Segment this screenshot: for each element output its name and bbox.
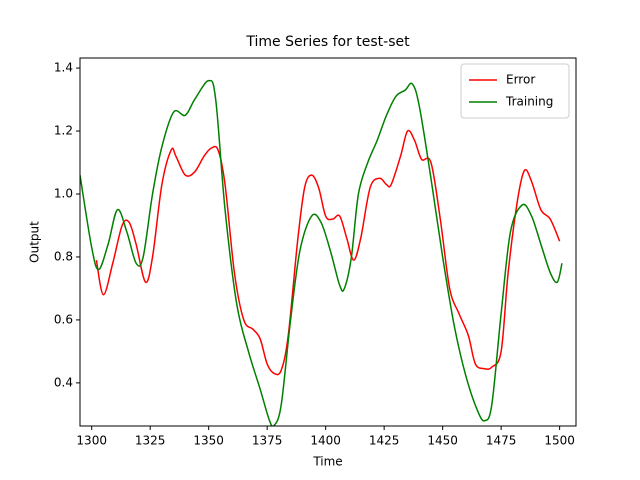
x-tick-label: 1350 <box>193 434 224 448</box>
line-series <box>95 129 561 376</box>
y-tick-label: 1.4 <box>54 61 73 75</box>
x-tick-label: 1325 <box>135 434 166 448</box>
x-tick-label: 1300 <box>76 434 107 448</box>
chart-title: Time Series for test-set <box>245 34 410 50</box>
legend-label: Training <box>505 95 553 109</box>
line-series <box>80 79 563 426</box>
plot-frame <box>79 57 577 427</box>
y-tick-label: 1.0 <box>54 186 73 200</box>
legend-label: Error <box>506 73 535 87</box>
y-axis-label: Output <box>28 221 42 263</box>
x-tick-label: 1475 <box>486 434 517 448</box>
x-tick-label: 1500 <box>544 434 575 448</box>
x-tick-label: 1450 <box>427 434 458 448</box>
x-axis-label: Time <box>312 455 342 469</box>
legend-box <box>460 63 570 119</box>
y-tick-label: 0.8 <box>54 249 73 263</box>
x-tick-label: 1375 <box>252 434 283 448</box>
x-tick-label: 1425 <box>369 434 400 448</box>
y-tick-label: 1.2 <box>54 124 73 138</box>
x-tick-label: 1400 <box>310 434 341 448</box>
y-tick-label: 0.6 <box>54 312 73 326</box>
y-tick-label: 0.4 <box>54 375 73 389</box>
